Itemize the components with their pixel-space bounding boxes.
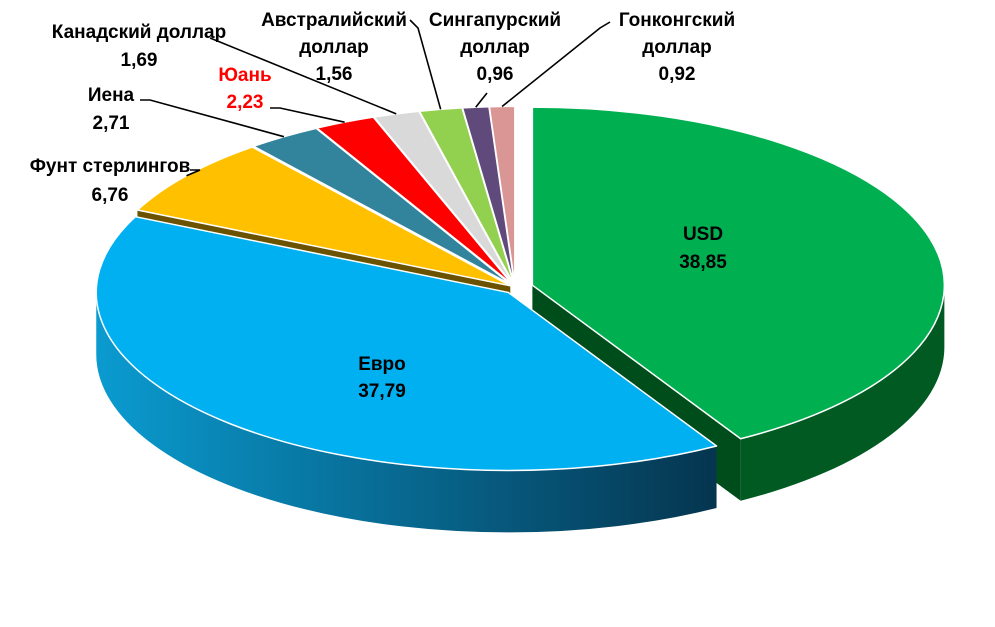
pie-side-usd bbox=[740, 285, 945, 501]
slice-label-aud-value: 1,56 bbox=[316, 64, 353, 85]
slice-label-jpy-name: Иена bbox=[88, 85, 135, 106]
slice-label-hkd-value: 0,92 bbox=[659, 64, 696, 85]
slice-label-hkd-name-line2: доллар bbox=[642, 37, 712, 58]
slice-label-gbp-name: Фунт стерлингов bbox=[30, 156, 191, 177]
leader-line-австралийский-доллар bbox=[409, 19, 442, 110]
pie-side-евро bbox=[96, 292, 717, 533]
pie-slice-иена bbox=[252, 127, 513, 286]
slice-label-jpy-value: 2,71 bbox=[93, 113, 130, 134]
pie-cutface-gbp bbox=[137, 210, 511, 294]
leader-lines bbox=[140, 19, 611, 177]
slice-label-aud-name-line1: Австралийский bbox=[261, 10, 407, 31]
pie-tops bbox=[95, 105, 946, 472]
slice-label-usd-name: USD bbox=[683, 224, 723, 245]
slice-label-cad-name: Канадский доллар bbox=[52, 22, 226, 43]
leader-line-юань bbox=[270, 107, 345, 123]
slice-label-cny-name: Юань bbox=[218, 65, 271, 86]
pie-slice-евро bbox=[95, 215, 718, 472]
leader-line-иена bbox=[140, 99, 285, 138]
slice-label-euro-name: Евро bbox=[358, 354, 406, 375]
slice-label-cad-value: 1,69 bbox=[121, 50, 158, 71]
slice-label-gbp-value: 6,76 bbox=[92, 185, 129, 206]
leader-line-гонконгский-доллар bbox=[501, 21, 611, 108]
slice-label-euro-value: 37,79 bbox=[358, 381, 406, 402]
leader-line-фунт-стерлингов bbox=[186, 169, 201, 177]
pie-slice-фунт-стерлингов bbox=[136, 146, 512, 287]
slice-label-hkd-name-line1: Гонконгский bbox=[619, 10, 735, 31]
slice-label-usd-value: 38,85 bbox=[679, 252, 727, 273]
pie-slice-usd bbox=[531, 106, 946, 440]
leader-line-сингапурский-доллар bbox=[475, 92, 488, 108]
leader-line-канадский-доллар bbox=[209, 37, 397, 115]
slice-label-aud-name-line2: доллар bbox=[299, 37, 369, 58]
slice-label-sgd-name-line2: доллар bbox=[460, 37, 530, 58]
slice-label-cny-value: 2,23 bbox=[227, 92, 264, 113]
slice-label-sgd-value: 0,96 bbox=[477, 64, 514, 85]
slice-label-sgd-name-line1: Сингапурский bbox=[429, 10, 561, 31]
